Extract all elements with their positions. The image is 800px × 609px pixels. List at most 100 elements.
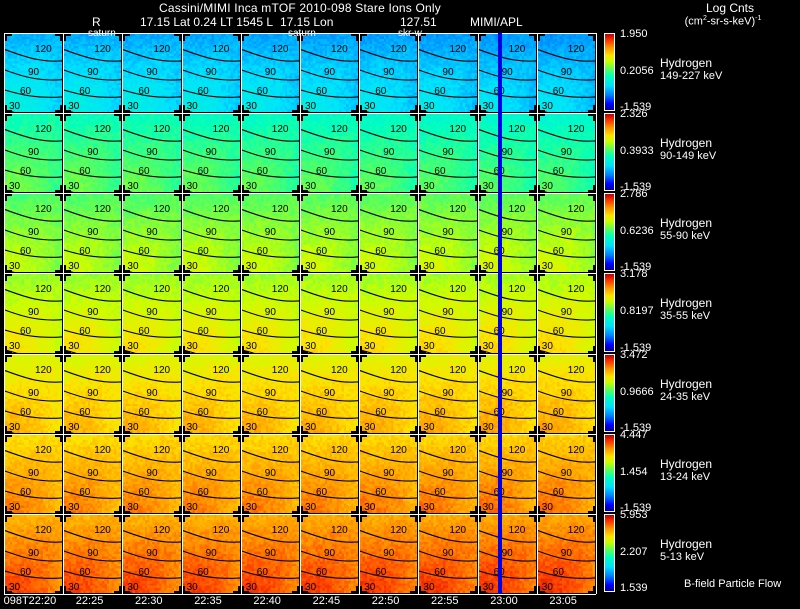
panel-corner-tick — [356, 194, 359, 202]
panel-corner-tick — [419, 514, 422, 522]
panel-corner-tick — [119, 505, 122, 513]
panel-corner-tick — [419, 354, 427, 357]
energy-row: 120 90 60 30 120 90 60 30 120 90 60 30 120 90 60 30 120 9… — [4, 434, 596, 514]
contour-label: 120 — [35, 524, 52, 536]
spectrogram-grid[interactable]: 120 90 60 30 120 90 60 30 120 90 60 30 120 90 60 30 120 9… — [4, 33, 597, 595]
panel-corner-tick — [410, 274, 418, 277]
panel-corner-tick — [301, 430, 308, 433]
panel-corner-tick — [528, 110, 536, 113]
panel-corner-tick — [469, 430, 477, 433]
contour-label: 120 — [449, 124, 467, 136]
header-lon-value: 127.51 — [400, 15, 437, 29]
panel-corner-tick — [123, 274, 131, 277]
energy-row: 120 90 60 30 120 90 60 30 120 90 60 30 120 90 60 30 120 9… — [4, 33, 596, 113]
contour-label: 60 — [79, 166, 91, 178]
panel-corner-tick — [301, 350, 308, 353]
panel-corner-tick — [360, 34, 368, 36]
panel-corner-tick — [241, 34, 244, 41]
panel-corner-tick — [182, 194, 185, 202]
panel-corner-tick — [178, 514, 181, 522]
panel-corner-tick — [478, 34, 486, 36]
panel-corner-tick — [415, 105, 418, 113]
panel-corner-tick — [291, 34, 299, 36]
panel-corner-tick — [237, 185, 240, 193]
panel-corner-tick — [60, 265, 63, 273]
panel-corner-tick — [533, 265, 536, 273]
panel-corner-tick — [241, 114, 244, 122]
species-label: Hydrogen — [660, 56, 713, 71]
panel-corner-tick — [592, 194, 595, 202]
